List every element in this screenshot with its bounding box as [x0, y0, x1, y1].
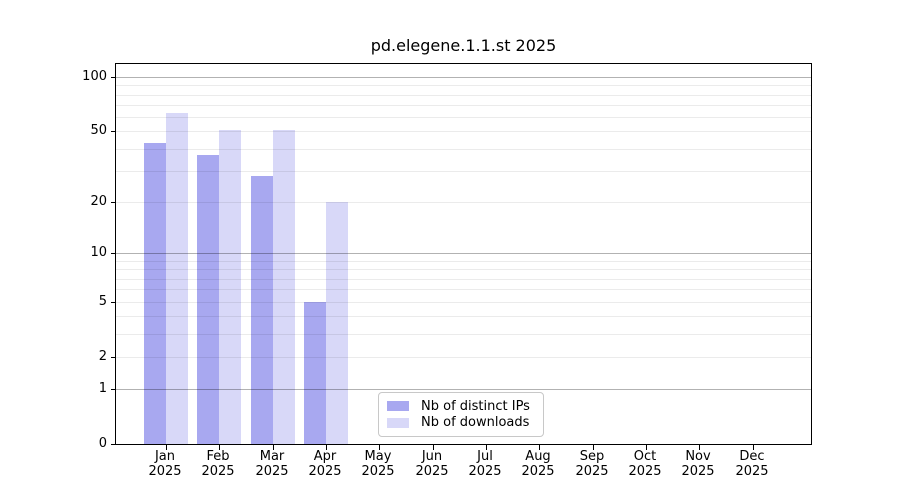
x-tick-jan — [166, 445, 167, 450]
x-tick-label-sep: Sep 2025 — [565, 449, 619, 479]
month-label: Nov — [685, 449, 711, 464]
bar-downloads-apr — [326, 202, 348, 444]
legend-label-distinct-ips: Nb of distinct IPs — [421, 398, 530, 414]
x-tick-label-nov: Nov 2025 — [671, 449, 725, 479]
x-tick-label-jun: Jun 2025 — [405, 449, 459, 479]
plot-area: Nb of distinct IPs Nb of downloads — [111, 63, 812, 450]
bar-downloads-jan — [166, 113, 188, 444]
x-tick-label-oct: Oct 2025 — [618, 449, 672, 479]
year-label: 2025 — [308, 464, 342, 479]
month-label: Jul — [477, 449, 493, 464]
year-label: 2025 — [735, 464, 769, 479]
y-tick-0 — [111, 444, 115, 445]
x-tick-oct — [646, 445, 647, 450]
x-tick-label-dec: Dec 2025 — [725, 449, 779, 479]
month-label: Jan — [154, 449, 176, 464]
year-label: 2025 — [148, 464, 182, 479]
month-label: Feb — [206, 449, 230, 464]
x-tick-label-mar: Mar 2025 — [245, 449, 299, 479]
year-label: 2025 — [468, 464, 502, 479]
year-label: 2025 — [255, 464, 289, 479]
x-tick-label-apr: Apr 2025 — [298, 449, 352, 479]
legend-item-downloads: Nb of downloads — [387, 415, 535, 430]
year-label: 2025 — [361, 464, 395, 479]
x-tick-feb — [219, 445, 220, 450]
y-tick-label-50: 50 — [90, 123, 107, 138]
x-tick-label-feb: Feb 2025 — [191, 449, 245, 479]
month-label: Dec — [739, 449, 765, 464]
month-label: Jun — [421, 449, 443, 464]
bar-downloads-mar — [273, 130, 295, 444]
y-tick-label-0: 0 — [98, 436, 107, 451]
y-tick-label-100: 100 — [82, 69, 107, 84]
x-tick-label-aug: Aug 2025 — [511, 449, 565, 479]
y-tick-label-2: 2 — [98, 349, 107, 364]
bar-distinct-ips-mar — [251, 176, 273, 444]
y-tick-20 — [111, 202, 115, 203]
bar-downloads-feb — [219, 130, 241, 444]
gridline-minor-80 — [116, 94, 811, 96]
gridline-minor-70 — [116, 104, 811, 106]
x-tick-aug — [539, 445, 540, 450]
y-tick-label-1: 1 — [98, 381, 107, 396]
y-tick-1 — [111, 389, 115, 390]
y-tick-100 — [111, 77, 115, 78]
y-tick-5 — [111, 302, 115, 303]
year-label: 2025 — [415, 464, 449, 479]
x-tick-label-jan: Jan 2025 — [138, 449, 192, 479]
y-tick-50 — [111, 131, 115, 132]
year-label: 2025 — [681, 464, 715, 479]
x-tick-nov — [699, 445, 700, 450]
x-tick-may — [379, 445, 380, 450]
gridline-minor-90 — [116, 84, 811, 86]
y-tick-label-5: 5 — [98, 294, 107, 309]
month-label: Sep — [579, 449, 605, 464]
y-tick-label-10: 10 — [90, 245, 107, 260]
x-tick-jun — [433, 445, 434, 450]
y-tick-label-20: 20 — [90, 194, 107, 209]
y-tick-2 — [111, 357, 115, 358]
year-label: 2025 — [521, 464, 555, 479]
bar-distinct-ips-feb — [197, 155, 219, 444]
legend: Nb of distinct IPs Nb of downloads — [378, 392, 544, 437]
legend-swatch-distinct-ips-icon — [387, 401, 409, 412]
legend-label-downloads: Nb of downloads — [421, 415, 530, 431]
gridline-minor-60 — [116, 116, 811, 118]
month-label: Aug — [525, 449, 551, 464]
x-tick-jul — [486, 445, 487, 450]
x-tick-label-jul: Jul 2025 — [458, 449, 512, 479]
month-label: Mar — [259, 449, 285, 464]
year-label: 2025 — [575, 464, 609, 479]
x-tick-label-may: May 2025 — [351, 449, 405, 479]
year-label: 2025 — [628, 464, 662, 479]
bar-distinct-ips-jan — [144, 143, 166, 444]
month-label: May — [364, 449, 392, 464]
y-tick-10 — [111, 253, 115, 254]
x-tick-apr — [326, 445, 327, 450]
x-tick-sep — [593, 445, 594, 450]
month-label: Apr — [313, 449, 337, 464]
bar-distinct-ips-apr — [304, 302, 326, 444]
chart-title: pd.elegene.1.1.st 2025 — [370, 36, 557, 55]
gridline-major-100 — [116, 76, 811, 78]
legend-swatch-downloads-icon — [387, 417, 409, 428]
x-tick-dec — [753, 445, 754, 450]
x-tick-mar — [273, 445, 274, 450]
legend-item-distinct-ips: Nb of distinct IPs — [387, 399, 535, 414]
year-label: 2025 — [201, 464, 235, 479]
month-label: Oct — [633, 449, 657, 464]
